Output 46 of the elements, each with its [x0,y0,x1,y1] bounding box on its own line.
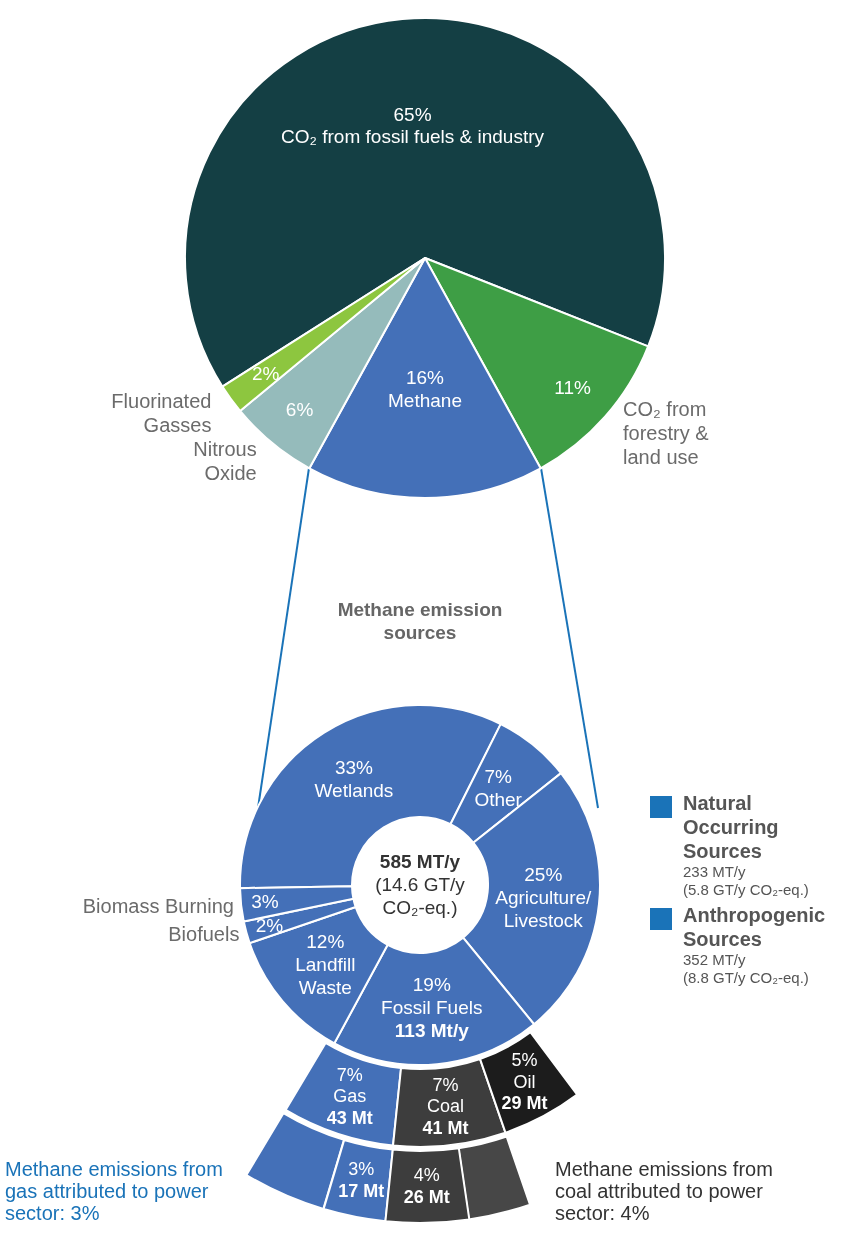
data-label: 65% [392,103,433,127]
text: Methane emissions from gas attributed to power sector: 3% [5,1158,224,1224]
data-label: 7% [483,765,513,789]
text: 352 MT/y [683,951,747,969]
data-label: 33% [333,757,374,781]
text: 29 Mt [501,1092,548,1113]
slice-label: Agriculture/ Livestock [494,886,593,933]
data-label: 3% 17 Mt [338,1159,385,1203]
slice-label: Fluorinated Gasses [110,389,212,438]
slice-label: Biomass Burning [82,893,234,918]
data-label: 2% [255,914,284,938]
data-label: 6% [285,398,314,422]
category-label: Oil [512,1071,537,1093]
data-label: 7% [431,1074,460,1096]
text: 43 Mt [326,1107,373,1128]
text: (5.8 GT/y CO₂-eq.) [683,881,810,899]
slice-label: Other [473,788,523,812]
slice-label: CO₂ from forestry & land use [623,396,710,469]
text: 585 MT/y (14.6 GT/y CO₂-eq.) [375,850,465,920]
text: Anthropogenic Sources [683,903,827,951]
text: 41 Mt [422,1117,469,1138]
data-label: 3% [251,890,279,914]
data-label: 11% [554,376,591,400]
slice-label: Methane [388,390,462,413]
slice-label: Nitrous Oxide [192,437,257,486]
data-label: 19% [411,974,452,998]
text: 233 MT/y [683,863,747,881]
data-label: 7% [335,1064,364,1086]
category-label: Gas [332,1085,368,1108]
category-label: Coal [425,1095,465,1118]
data-label: 12% [306,930,345,952]
slice-label: Landfill Waste [294,953,357,1000]
data-label: 25% [523,864,564,887]
slice-label: Biofuels [168,922,240,947]
text: Methane emissions from coal attributed to power sector: 4% [555,1158,774,1224]
data-label: 5% [510,1049,539,1072]
text: (8.8 GT/y CO₂-eq.) [683,969,810,987]
text: Natural Occurring Sources [683,791,780,863]
slice-label: CO₂ from fossil fuels & industry [281,126,545,150]
chart-title: Methane emission sources [336,599,504,645]
data-label: 2% [252,362,280,386]
slice-label: Fossil Fuels [380,997,484,1020]
data-label: 16% [405,367,445,390]
data-label: 4% 26 Mt [403,1165,450,1209]
text: 113 Mt/y [394,1019,469,1041]
slice-label: Wetlands [313,780,395,803]
